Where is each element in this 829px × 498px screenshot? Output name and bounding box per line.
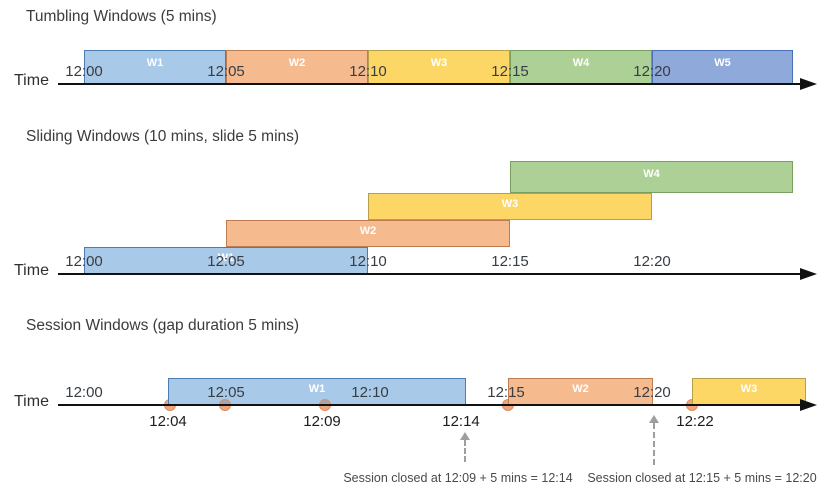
timeline-axis-arrowhead-session	[800, 399, 817, 411]
window-box-tumbling-w2: W2	[226, 50, 368, 84]
tick-label-sliding-0: 12:00	[65, 253, 103, 270]
annotation-arrow-line-1	[653, 423, 655, 465]
window-label-sliding-w2: W2	[359, 225, 377, 237]
timeline-axis-sliding	[58, 273, 800, 275]
tick-label-sliding-4: 12:20	[633, 253, 671, 270]
section-title-session: Session Windows (gap duration 5 mins)	[26, 317, 300, 334]
window-label-tumbling-w5: W5	[714, 57, 731, 69]
tick-label-session-0: 12:00	[65, 384, 103, 401]
tick-label-session-4: 12:20	[633, 384, 671, 401]
session-annotation-1: Session closed at 12:15 + 5 mins = 12:20	[587, 471, 817, 485]
time-axis-label-session: Time	[14, 393, 49, 410]
annotation-arrow-head-0	[460, 432, 470, 440]
time-axis-label-sliding: Time	[14, 262, 49, 279]
tick-label-session-2: 12:10	[351, 384, 389, 401]
window-label-tumbling-w3: W3	[430, 57, 448, 69]
window-box-sliding-w1: W1	[84, 247, 368, 274]
window-label-sliding-w4: W4	[643, 168, 660, 180]
tick-label-tumbling-4: 12:20	[633, 63, 671, 80]
tick-label-sliding-3: 12:15	[491, 253, 529, 270]
timeline-axis-arrowhead-sliding	[800, 268, 817, 280]
window-box-sliding-w2: W2	[226, 220, 510, 247]
section-title-sliding: Sliding Windows (10 mins, slide 5 mins)	[26, 128, 300, 145]
event-time-label-2: 12:14	[442, 413, 480, 430]
window-box-session-w3: W3	[692, 378, 806, 405]
window-box-tumbling-w4: W4	[510, 50, 652, 84]
event-time-label-1: 12:09	[303, 413, 341, 430]
window-box-tumbling-w3: W3	[368, 50, 510, 84]
window-box-tumbling-w5: W5	[652, 50, 793, 84]
window-box-sliding-w3: W3	[368, 193, 652, 220]
event-time-label-3: 12:22	[676, 413, 714, 430]
window-box-tumbling-w1: W1	[84, 50, 226, 84]
window-label-tumbling-w4: W4	[572, 57, 590, 69]
window-label-sliding-w1: W1	[217, 252, 235, 264]
tick-label-tumbling-3: 12:15	[491, 63, 529, 80]
session-annotation-0: Session closed at 12:09 + 5 mins = 12:14	[343, 471, 573, 485]
window-label-session-w2: W2	[572, 383, 589, 395]
timeline-axis-session	[58, 404, 800, 406]
window-box-session-w2: W2	[508, 378, 653, 405]
time-axis-label-tumbling: Time	[14, 72, 49, 89]
tick-label-tumbling-0: 12:00	[65, 63, 103, 80]
window-label-tumbling-w1: W1	[146, 57, 164, 69]
tick-label-sliding-1: 12:05	[207, 253, 245, 270]
window-box-sliding-w4: W4	[510, 161, 793, 193]
tick-label-tumbling-1: 12:05	[207, 63, 245, 80]
window-label-session-w1: W1	[308, 383, 326, 395]
timeline-axis-tumbling	[58, 83, 800, 85]
timeline-axis-arrowhead-tumbling	[800, 78, 817, 90]
section-title-tumbling: Tumbling Windows (5 mins)	[26, 8, 217, 25]
window-label-session-w3: W3	[740, 383, 758, 395]
window-label-sliding-w3: W3	[501, 198, 519, 210]
tick-label-session-3: 12:15	[487, 384, 525, 401]
tick-label-sliding-2: 12:10	[349, 253, 387, 270]
annotation-arrow-line-0	[464, 440, 466, 462]
tick-label-session-1: 12:05	[207, 384, 245, 401]
tick-label-tumbling-2: 12:10	[349, 63, 387, 80]
event-time-label-0: 12:04	[149, 413, 187, 430]
annotation-arrow-head-1	[649, 415, 659, 423]
window-label-tumbling-w2: W2	[288, 57, 306, 69]
